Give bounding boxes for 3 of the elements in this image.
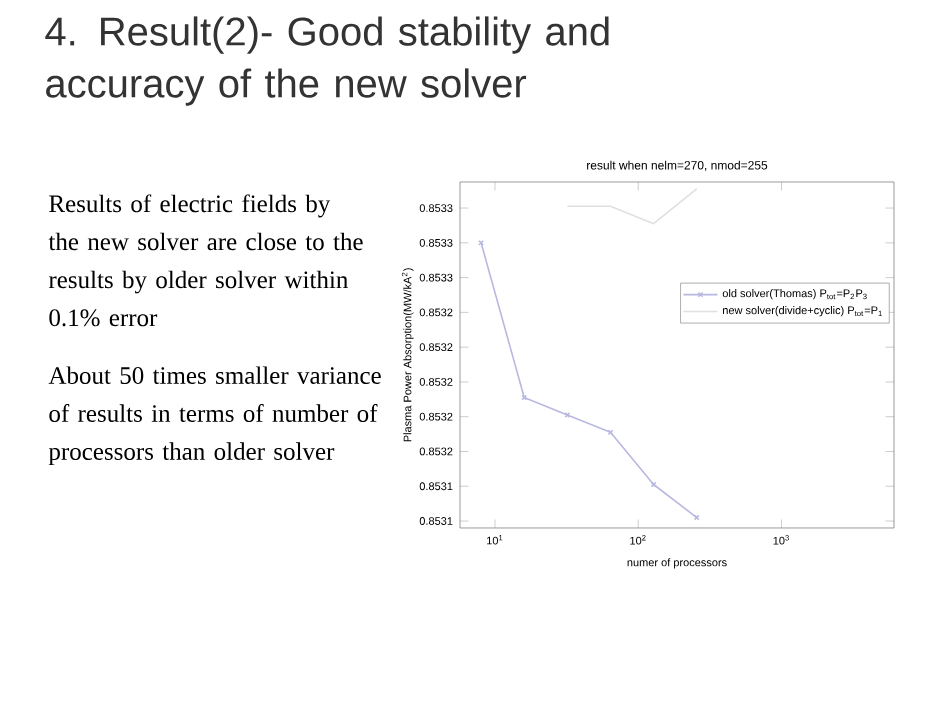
- text: About 50 times smaller variance of results in terms of number of processors than older solver: [48, 366, 381, 466]
- text: Results of electric fields by the new solver are close to the results by older solver within 0.1% error: [48, 194, 363, 327]
- text: 4. Result(2)- Good stability and accuracy of the new solver: [45, 16, 609, 106]
